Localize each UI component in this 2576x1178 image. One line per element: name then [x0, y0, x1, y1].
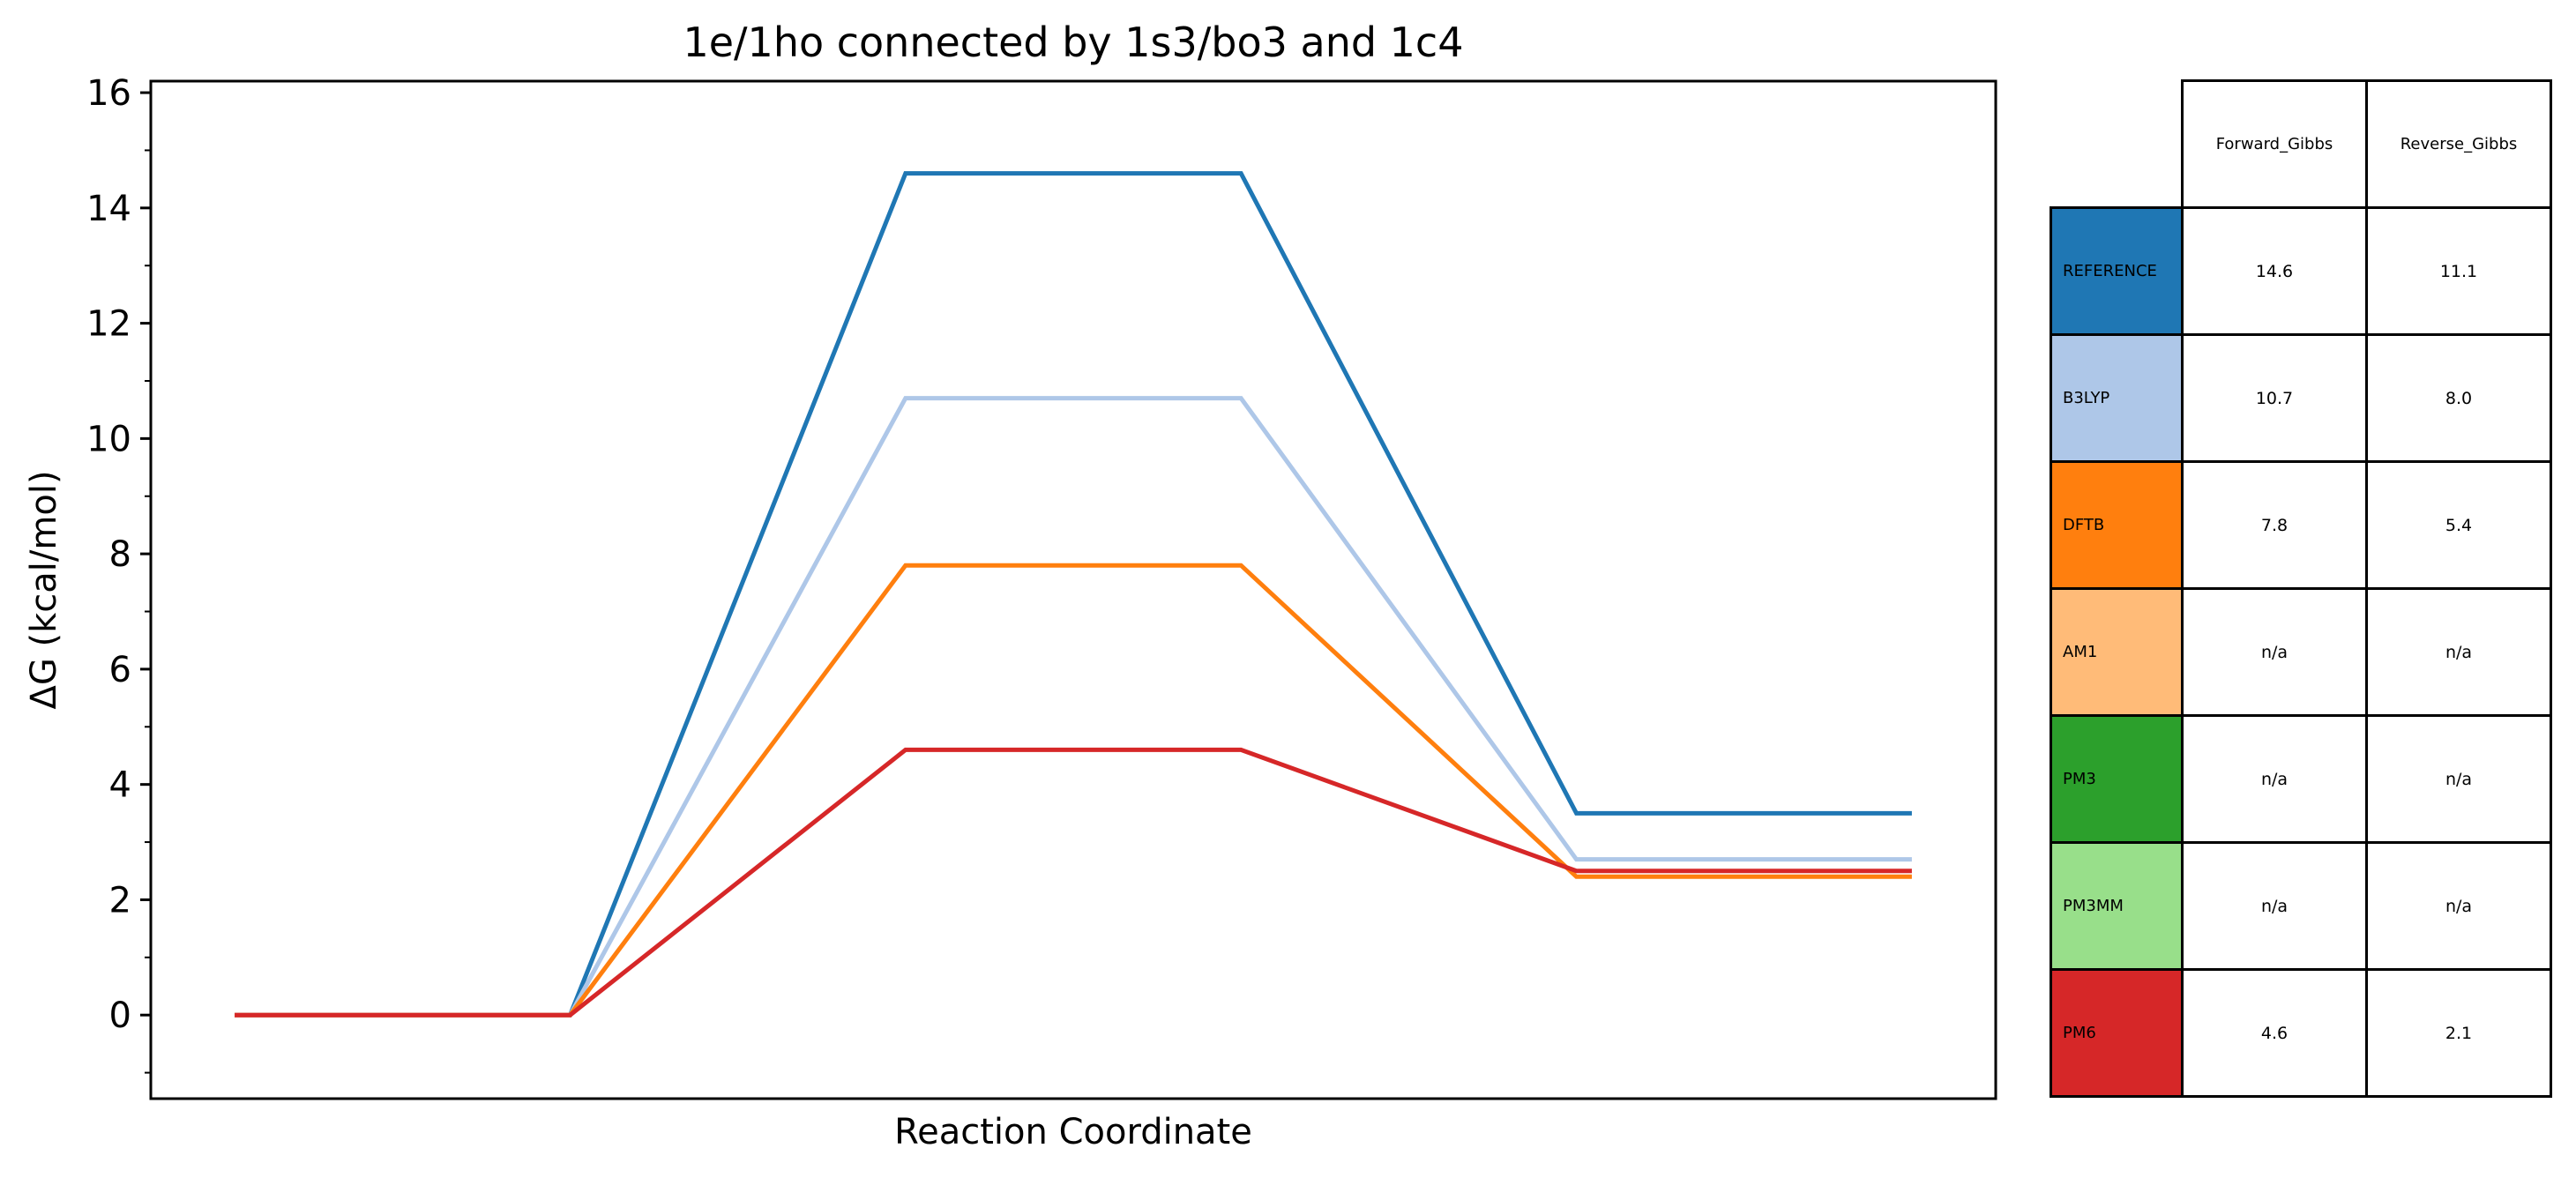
series-line-reference	[235, 171, 1912, 1018]
y-axis: 0 2 4 6 8 10 12 14 16	[86, 73, 151, 1074]
series-line-pm6	[235, 747, 1912, 1018]
method-label-cell: DFTB	[2050, 460, 2184, 590]
reverse-gibbs-cell: n/a	[2365, 714, 2552, 844]
y-tick-label: 14	[86, 189, 131, 229]
table-row: DFTB 7.8 5.4	[2050, 460, 2552, 590]
series-layer	[235, 171, 1912, 1018]
method-label-cell: REFERENCE	[2050, 206, 2184, 336]
series-line-b3lyp	[235, 396, 1912, 1018]
table-header-row: Forward_Gibbs Reverse_Gibbs	[2051, 79, 2552, 209]
plot-frame	[149, 79, 1997, 1100]
y-axis-label: ΔG (kcal/mol)	[24, 470, 64, 709]
table-row: AM1 n/a n/a	[2050, 587, 2552, 717]
reverse-gibbs-cell: 2.1	[2365, 968, 2552, 1098]
y-tick-label: 6	[109, 650, 131, 690]
x-axis-label: Reaction Coordinate	[894, 1112, 1252, 1152]
table-corner	[2051, 81, 2183, 208]
forward-gibbs-cell: 10.7	[2181, 333, 2368, 463]
forward-gibbs-cell: n/a	[2181, 587, 2368, 717]
reverse-gibbs-cell: n/a	[2365, 841, 2552, 971]
y-tick-label: 16	[86, 73, 131, 114]
column-header-forward-gibbs: Forward_Gibbs	[2181, 79, 2368, 209]
forward-gibbs-cell: 7.8	[2181, 460, 2368, 590]
y-tick-label: 4	[109, 765, 131, 806]
forward-gibbs-cell: n/a	[2181, 841, 2368, 971]
method-label-cell: AM1	[2050, 587, 2184, 717]
series-line-dftb	[235, 563, 1912, 1018]
y-tick-label: 2	[109, 880, 131, 921]
table-row: REFERENCE 14.6 11.1	[2050, 206, 2552, 336]
method-results-table: Forward_Gibbs Reverse_Gibbs REFERENCE 14.…	[2050, 79, 2552, 1098]
method-label-cell: PM3MM	[2050, 841, 2184, 971]
y-tick-label: 0	[109, 995, 131, 1036]
forward-gibbs-cell: n/a	[2181, 714, 2368, 844]
reverse-gibbs-cell: n/a	[2365, 587, 2552, 717]
y-tick-label: 10	[86, 419, 131, 459]
y-tick-label: 8	[109, 534, 131, 575]
table-row: PM6 4.6 2.1	[2050, 968, 2552, 1098]
table-row: B3LYP 10.7 8.0	[2050, 333, 2552, 463]
table-row: PM3 n/a n/a	[2050, 714, 2552, 844]
method-label-cell: PM6	[2050, 968, 2184, 1098]
forward-gibbs-cell: 14.6	[2181, 206, 2368, 336]
column-header-reverse-gibbs: Reverse_Gibbs	[2365, 79, 2552, 209]
reverse-gibbs-cell: 11.1	[2365, 206, 2552, 336]
y-tick-label: 12	[86, 304, 131, 345]
method-label-cell: B3LYP	[2050, 333, 2184, 463]
reverse-gibbs-cell: 8.0	[2365, 333, 2552, 463]
reverse-gibbs-cell: 5.4	[2365, 460, 2552, 590]
table-row: PM3MM n/a n/a	[2050, 841, 2552, 971]
forward-gibbs-cell: 4.6	[2181, 968, 2368, 1098]
chart-title: 1e/1ho connected by 1s3/bo3 and 1c4	[683, 19, 1463, 66]
method-label-cell: PM3	[2050, 714, 2184, 844]
